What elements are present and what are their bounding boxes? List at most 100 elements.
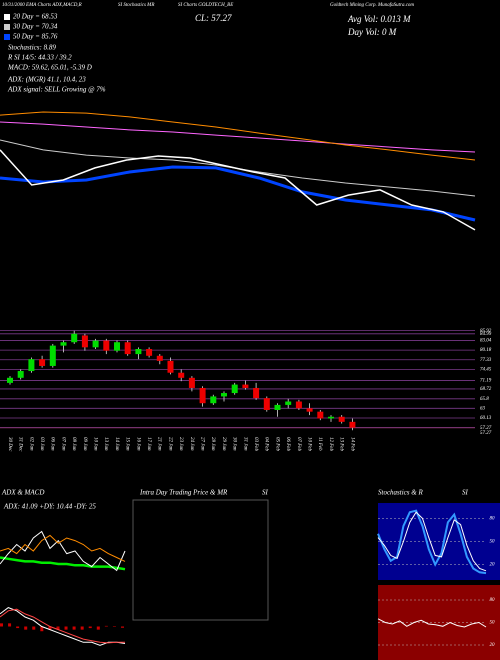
indicator-line — [0, 608, 125, 644]
candle-body — [81, 335, 88, 348]
candle-body — [49, 345, 56, 366]
x-tick-label: 22 Jan — [167, 437, 172, 451]
histogram-bar — [104, 625, 108, 627]
histogram-bar — [121, 626, 124, 628]
y-tick-label: 77.33 — [480, 358, 492, 363]
avg-volume: Avg Vol: 0.013 M — [347, 14, 411, 24]
candle-body — [274, 404, 281, 410]
candle-body — [306, 408, 313, 412]
indicator-text: 50 Day = 85.76 — [13, 33, 58, 41]
candle-body — [7, 377, 13, 383]
histogram-bar — [16, 626, 20, 629]
indicator-text: 20 Day = 68.53 — [13, 13, 58, 21]
candle-body — [156, 355, 163, 361]
histogram-bar — [40, 626, 44, 632]
y-tick-label: 80 — [490, 517, 496, 522]
x-tick-label: 30 Jan — [232, 437, 237, 451]
candle-body — [135, 349, 142, 355]
candle-body — [124, 342, 131, 355]
candle-body — [28, 359, 35, 372]
histogram-bar — [80, 626, 84, 630]
candle-body — [167, 360, 174, 373]
candle-body — [17, 371, 24, 378]
histogram-bar — [48, 626, 52, 630]
candle-body — [328, 416, 334, 419]
indicator-line — [0, 121, 476, 153]
candle-body — [146, 349, 153, 356]
y-tick-label: 20 — [490, 563, 496, 568]
y-tick-label: 71.19 — [480, 379, 492, 384]
caption: Goldtech Mining Corp. MunafaSutra.com — [330, 3, 414, 8]
indicator-line — [0, 111, 476, 161]
indicator-line — [0, 556, 126, 571]
x-tick-label: 11 Feb — [317, 437, 322, 451]
candle-body — [242, 384, 249, 388]
x-tick-label: 29 Jan — [221, 437, 226, 451]
histogram-bar — [72, 626, 76, 630]
candle-body — [263, 398, 270, 410]
indicator-line — [0, 530, 126, 572]
candle-body — [285, 401, 292, 405]
x-tick-label: 31 Jan — [242, 437, 247, 451]
y-tick-label: 80 — [490, 598, 496, 603]
x-tick-label: 30 Dec — [7, 437, 12, 452]
x-tick-label: 07 Jan — [60, 437, 65, 451]
panel-title: SI — [262, 489, 269, 497]
x-tick-label: 28 Jan — [210, 437, 215, 451]
y-tick-label: 60.13 — [480, 416, 492, 421]
candle-body — [295, 401, 302, 409]
candle-body — [39, 359, 46, 366]
x-tick-label: 24 Jan — [189, 437, 194, 451]
x-tick-label: 08 Jan — [71, 437, 76, 451]
y-tick-label: 65.8 — [480, 397, 489, 402]
x-tick-label: 06 Feb — [285, 437, 290, 452]
candle-body — [253, 387, 260, 399]
histogram-bar — [64, 626, 68, 630]
caption: SI Charts GOLDTECH_BE — [178, 3, 233, 8]
y-tick-label: 83.04 — [480, 339, 492, 344]
candle-body — [92, 340, 99, 348]
caption: 10/31/2000 EMA Charts ADX,MACD,R — [2, 3, 82, 8]
histogram-bar — [112, 626, 116, 627]
candle-body — [71, 333, 78, 343]
indicator-line — [377, 618, 487, 628]
histogram-bar — [96, 626, 100, 630]
indicator-text: Stochastics: 8.89 — [8, 44, 56, 52]
y-tick-label: 84.99 — [480, 332, 492, 337]
legend-swatch — [4, 24, 10, 30]
y-tick-label: 80.18 — [480, 348, 492, 353]
x-tick-label: 16 Jan — [135, 437, 140, 451]
candle-body — [210, 396, 217, 404]
candle-body — [178, 372, 185, 378]
candle-body — [60, 342, 67, 346]
candle-body — [349, 421, 356, 428]
panel-title: SI — [462, 489, 469, 497]
caption: SI Stochastics MR — [118, 3, 154, 8]
y-tick-label: 50 — [490, 621, 496, 626]
histogram-bar — [8, 623, 12, 627]
candle-body — [338, 416, 345, 422]
indicator-text: ADX signal: SELL Growing @ 7% — [7, 86, 106, 94]
x-tick-label: 03 Feb — [253, 437, 258, 452]
legend-swatch — [4, 34, 10, 40]
indicator-text: 30 Day = 70.34 — [12, 23, 58, 31]
close-price: CL: 57.27 — [195, 13, 232, 23]
x-tick-label: 10 Feb — [306, 437, 311, 452]
x-tick-label: 10 Jan — [92, 437, 97, 451]
x-tick-label: 21 Jan — [157, 437, 162, 451]
candle-body — [114, 342, 120, 351]
indicator-line — [377, 511, 487, 572]
y-tick-label: 57.27 — [480, 426, 492, 431]
panel-title: ADX & MACD — [1, 489, 44, 497]
histogram-bar — [88, 626, 92, 629]
x-tick-label: 07 Feb — [296, 437, 301, 452]
legend-swatch — [4, 14, 10, 20]
candle-body — [199, 387, 206, 404]
x-tick-label: 06 Jan — [50, 437, 55, 451]
candle-body — [317, 411, 324, 419]
x-tick-label: 15 Jan — [125, 437, 130, 451]
candle-body — [188, 377, 195, 388]
x-tick-label: 04 Feb — [264, 437, 269, 452]
y-tick-label: 63 — [480, 406, 486, 411]
y-tick-label: 57.27 — [480, 431, 492, 436]
